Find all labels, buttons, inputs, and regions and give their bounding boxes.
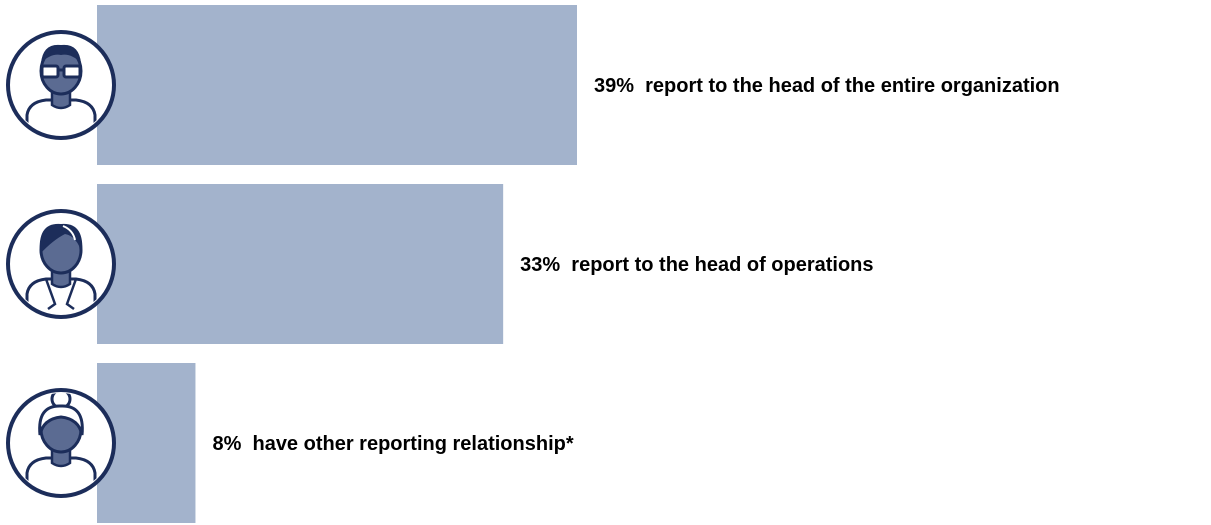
person-short-hair-icon bbox=[6, 209, 116, 319]
bar-2 bbox=[97, 184, 504, 344]
avatar-hair-0 bbox=[41, 44, 81, 63]
labels-layer: 39% report to the head of the entire org… bbox=[212, 75, 1059, 455]
avatar-lapel-left-1 bbox=[44, 278, 57, 311]
avatar-hair-highlight-1 bbox=[62, 225, 76, 241]
avatar-torso-2 bbox=[25, 456, 97, 493]
data-label-1: 39% report to the head of the entire org… bbox=[594, 75, 1060, 97]
person-hair-bun-icon bbox=[6, 388, 116, 498]
avatar-torso-0 bbox=[25, 98, 97, 135]
glasses-left-lens bbox=[40, 64, 60, 79]
person-glasses-icon bbox=[6, 30, 116, 140]
glasses-right-lens bbox=[62, 64, 82, 79]
avatar-lapel-right-1 bbox=[65, 278, 78, 311]
data-label-2: 33% report to the head of operations bbox=[520, 254, 873, 276]
avatars-layer bbox=[6, 30, 116, 498]
avatar-hair-2 bbox=[38, 404, 84, 436]
bars-layer bbox=[97, 5, 577, 523]
data-label-3: 8% have other reporting relationship* bbox=[212, 433, 573, 455]
bar-1 bbox=[97, 5, 577, 165]
